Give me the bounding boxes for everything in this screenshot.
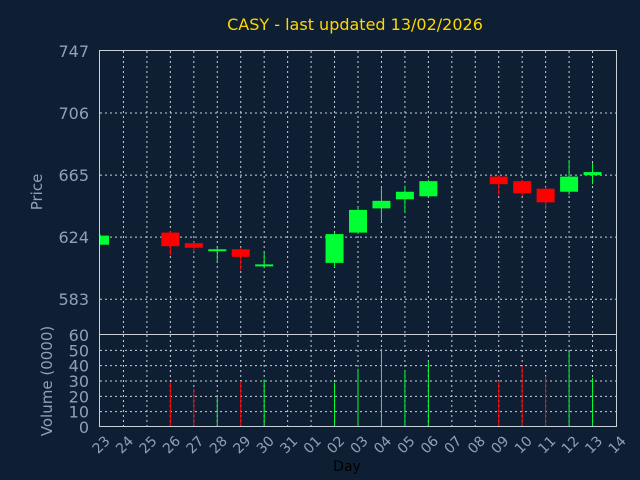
candle-body: [255, 264, 274, 267]
price-axis-label: Price: [28, 174, 46, 211]
candle-body: [513, 181, 532, 194]
candle-body: [325, 234, 344, 263]
chart-title: CASY - last updated 13/02/2026: [227, 15, 483, 34]
price-tick-label: 583: [58, 290, 89, 309]
candle: [161, 231, 180, 256]
candle-body: [395, 191, 414, 200]
volume-tick-label: 30: [69, 372, 89, 391]
candles: [99, 159, 602, 271]
volume-axis-label: Volume (0000): [38, 326, 56, 436]
candle: [325, 232, 344, 268]
volume-panel-frame: [99, 334, 617, 427]
candle: [489, 175, 508, 195]
candle: [372, 187, 391, 223]
candle: [255, 252, 274, 268]
candle: [395, 185, 414, 213]
candle: [583, 162, 602, 185]
volume-tick-label: 40: [69, 357, 89, 376]
candle-body: [208, 249, 227, 252]
price-tick-label: 747: [58, 42, 89, 61]
price-tick-label: 665: [58, 166, 89, 185]
candle: [184, 241, 203, 253]
candle-body: [161, 232, 180, 247]
candle: [419, 179, 438, 198]
volume-grid: [100, 335, 616, 427]
day-tick-labels: 23 24 25 26 27 28 29 30 31 01 02 03 04 05 06 07 08 09 10 11…: [90, 433, 630, 457]
volume-tick-label: 10: [69, 403, 89, 422]
volume-tick-label: 20: [69, 387, 89, 406]
candle-body: [184, 243, 203, 248]
candle-body: [536, 188, 555, 203]
volume-tick-label: 60: [69, 326, 89, 345]
candle: [231, 247, 250, 271]
candle: [536, 187, 555, 210]
x-axis-label: Day: [333, 459, 361, 475]
candle-body: [231, 249, 250, 257]
candle-body: [100, 235, 109, 245]
candle: [513, 179, 532, 197]
price-tick-labels: 583 624 665 706 747: [58, 42, 89, 309]
price-tick-label: 624: [58, 228, 89, 247]
candle: [208, 246, 227, 263]
candle: [560, 159, 579, 195]
candle-body: [419, 181, 438, 197]
candle-body: [489, 176, 508, 185]
candle: [349, 206, 367, 235]
candle-body: [583, 172, 602, 176]
candle-body: [349, 209, 367, 233]
volume-bars: [169, 348, 594, 427]
candle-body: [560, 176, 579, 192]
candle-body: [372, 200, 391, 209]
volume-tick-label: 50: [69, 341, 89, 360]
candle: [99, 234, 109, 245]
volume-tick-label: 0: [79, 418, 89, 437]
price-tick-label: 706: [58, 104, 89, 123]
